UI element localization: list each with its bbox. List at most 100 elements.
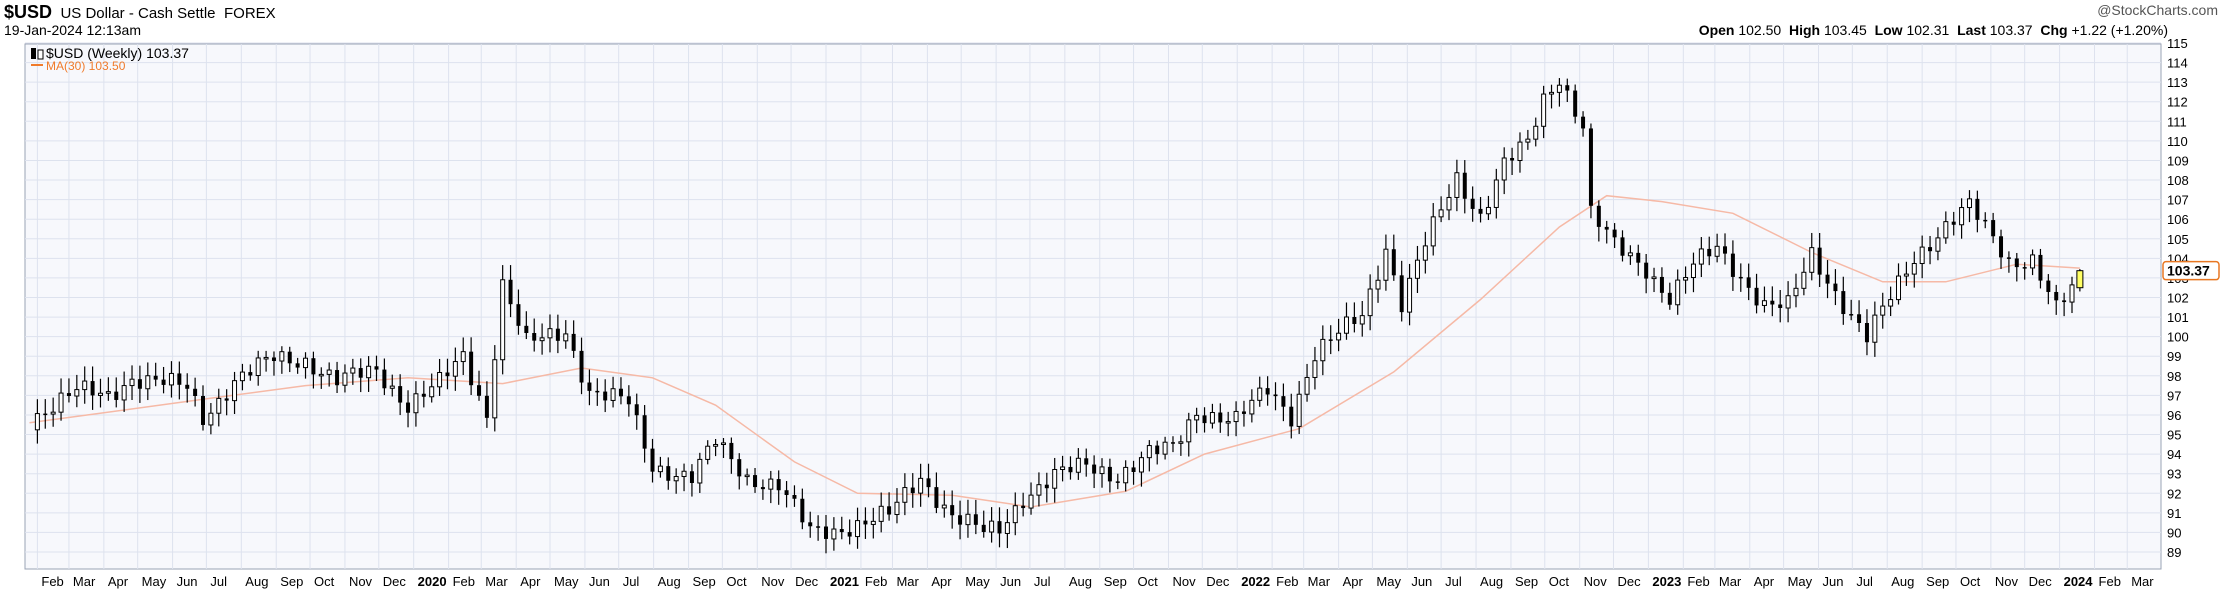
candle-down <box>1983 219 1988 222</box>
candle-down <box>753 475 758 488</box>
candle-up <box>1304 376 1310 395</box>
candle-down <box>516 304 521 326</box>
candle-up <box>1903 273 1909 277</box>
candle-down <box>1659 276 1664 293</box>
high-label: High <box>1788 22 1821 38</box>
candle-up <box>1809 247 1815 273</box>
candle-down <box>477 385 482 396</box>
candle-down <box>224 398 229 401</box>
candle-up <box>1036 484 1042 496</box>
candle-down <box>398 386 403 403</box>
candle-down <box>1581 116 1586 129</box>
candle-up <box>1935 237 1941 252</box>
candle-down <box>1399 275 1404 313</box>
y-tick-label: 110 <box>2167 134 2188 149</box>
stockcharts-logo: @StockCharts.com <box>2097 2 2218 18</box>
candle-down <box>595 390 600 393</box>
candle-up <box>232 380 238 402</box>
candle-up <box>1225 421 1231 424</box>
plot-background <box>24 43 2162 570</box>
candle-down <box>1864 323 1869 343</box>
candle-up <box>1493 179 1499 208</box>
x-tick-label: Oct <box>1549 574 1570 589</box>
candle-down <box>642 415 647 449</box>
x-tick-label: Sep <box>1926 574 1949 589</box>
x-tick-label: Jul <box>1856 574 1873 589</box>
candle-down <box>193 388 198 396</box>
candle-down <box>311 358 316 375</box>
candle-down <box>1636 252 1641 263</box>
candle-up <box>34 413 40 431</box>
y-tick-label: 114 <box>2167 56 2188 71</box>
x-tick-label: Feb <box>453 574 475 589</box>
candle-up <box>1028 494 1034 509</box>
candle-down <box>1565 85 1570 91</box>
candle-down <box>650 448 655 472</box>
candle-down <box>1730 253 1735 277</box>
candle-up <box>97 392 103 396</box>
candle-down <box>603 391 608 401</box>
x-tick-label: Feb <box>1687 574 1709 589</box>
candle-up <box>1785 295 1791 309</box>
candle-down <box>1131 467 1136 473</box>
x-tick-label: Sep <box>1515 574 1538 589</box>
x-tick-label: Jun <box>1411 574 1432 589</box>
x-tick-label: Dec <box>2029 574 2053 589</box>
x-tick-label: May <box>1376 574 1401 589</box>
candle-down <box>2014 258 2019 268</box>
candle-up <box>1320 338 1326 362</box>
candle-up <box>168 372 174 386</box>
candle-down <box>958 515 963 525</box>
candle-down <box>634 404 639 416</box>
x-tick-label: 2022 <box>1241 574 1270 589</box>
last-value: 103.37 <box>1989 22 2033 38</box>
candle-down <box>1991 220 1996 237</box>
candle-up <box>1012 505 1018 524</box>
candle-down <box>90 381 95 396</box>
x-tick-label: Mar <box>896 574 919 589</box>
last-price-tag: 103.37 <box>2162 260 2220 281</box>
candle-down <box>1241 411 1246 414</box>
candle-up <box>389 385 395 389</box>
x-tick-label: Dec <box>1617 574 1641 589</box>
candle-up <box>1375 279 1381 290</box>
x-tick-label: Nov <box>1584 574 1608 589</box>
candle-up <box>2069 284 2075 303</box>
candle-up <box>1343 316 1349 334</box>
candle-down <box>626 396 631 405</box>
candle-up <box>870 520 876 525</box>
y-tick-label: 105 <box>2167 232 2189 247</box>
x-tick-label: Mar <box>73 574 96 589</box>
candle-up <box>1549 91 1555 95</box>
candle-down <box>2006 257 2011 259</box>
moving-average-layer <box>29 194 2080 508</box>
candle-down <box>1265 388 1270 395</box>
candle-down <box>1478 208 1483 214</box>
candle-down <box>469 351 474 386</box>
candle-down <box>1155 445 1160 455</box>
candle-up <box>965 513 971 526</box>
candle-up <box>1793 287 1799 297</box>
candle-down <box>1667 292 1672 305</box>
candle-up <box>2030 254 2036 269</box>
candle-down <box>863 520 868 525</box>
x-axis-ticks: Feb Mar Apr May Jun Jul Aug Sep Oct Nov Dec 2020 Feb… <box>41 574 2154 589</box>
candle-up <box>1060 466 1066 470</box>
legend-series: $USD (Weekly) 103.37 <box>46 45 189 61</box>
candle-down <box>1770 300 1775 305</box>
candle-down <box>445 372 450 377</box>
candle-down <box>816 526 821 528</box>
candle-down <box>1754 287 1759 306</box>
candle-down <box>153 375 158 380</box>
candle-down <box>2022 267 2027 269</box>
candle-down <box>579 350 584 383</box>
x-tick-label: Mar <box>2131 574 2154 589</box>
candle-down <box>981 524 986 533</box>
candle-down <box>997 521 1002 534</box>
candle-up <box>1446 196 1452 211</box>
legend-candle-icon <box>31 48 36 59</box>
candle-down <box>824 526 828 539</box>
candle-down <box>887 506 892 515</box>
x-tick-label: 2020 <box>418 574 447 589</box>
candle-up <box>1407 277 1413 313</box>
